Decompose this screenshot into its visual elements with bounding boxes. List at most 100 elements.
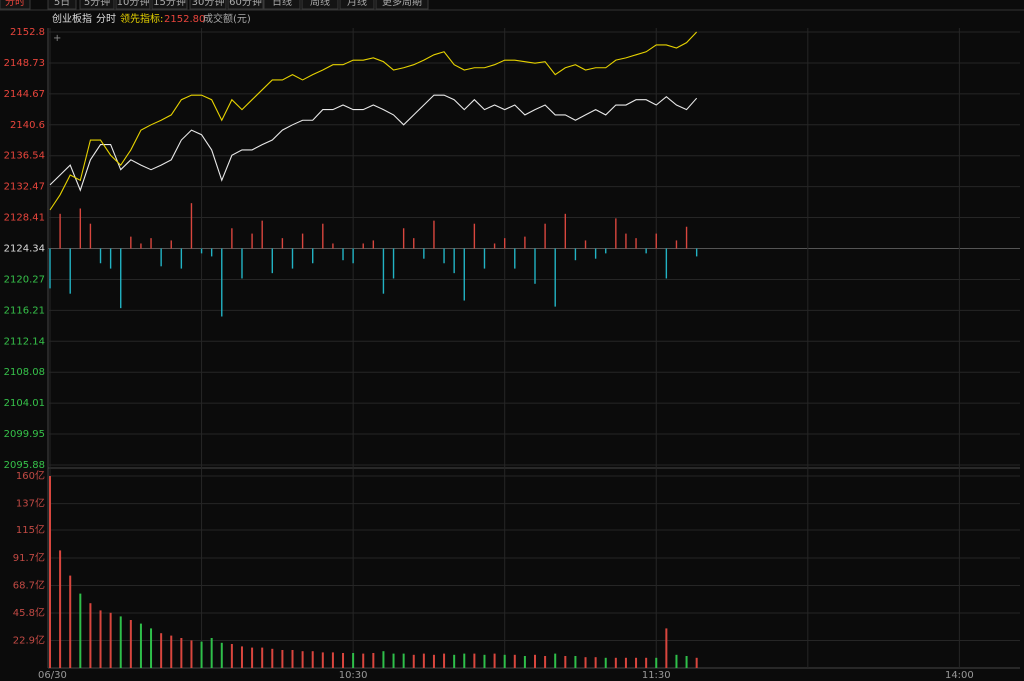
y-tick-label: 2108.08 [4, 367, 45, 378]
volume-bar [392, 653, 395, 668]
indicator-bar [342, 248, 344, 261]
indicator-bar [99, 248, 102, 264]
indicator-bar [503, 238, 506, 249]
volume-tick-label: 91.7亿 [13, 551, 45, 564]
tab[interactable] [0, 0, 31, 10]
tab-label[interactable]: 15分钟 [153, 0, 186, 8]
tab[interactable] [227, 0, 264, 10]
volume-bar [352, 653, 355, 668]
indicator-value: 2152.80 [164, 14, 205, 25]
indicator-bar [493, 243, 496, 249]
price-line [49, 94, 698, 192]
volume-bar [695, 657, 698, 668]
toolbar: 分时 5日 5分钟 10分钟 15分钟 30分钟 60分钟 日线 周线 月线 更多周期 [0, 0, 429, 10]
indicator-bar [605, 248, 607, 254]
indicator-bar [695, 248, 698, 257]
volume-bar [119, 616, 122, 668]
indicator-bar [49, 248, 51, 289]
tab-label[interactable]: 60分钟 [229, 0, 262, 8]
volume-bar [584, 657, 587, 668]
volume-bar [89, 603, 92, 668]
volume-bar [271, 648, 274, 668]
tab[interactable] [339, 0, 375, 10]
volume-bar [624, 657, 627, 668]
tab[interactable] [47, 0, 77, 10]
price-line [49, 31, 698, 211]
indicator-bar [241, 248, 243, 279]
volume-bar [432, 654, 435, 668]
indicator-bar [685, 226, 688, 249]
indicator-bar [291, 248, 294, 269]
volume-bar [150, 628, 153, 668]
y-tick-label: 2124.34 [4, 244, 45, 255]
indicator-bar [635, 238, 637, 249]
volume-tick-label: 22.9亿 [13, 634, 45, 647]
tab[interactable] [79, 0, 115, 10]
indicator-bar [231, 228, 233, 249]
indicator-bar [281, 238, 284, 249]
tab-label[interactable]: 周线 [310, 0, 330, 8]
indicator-bar [301, 233, 304, 249]
volume-bar [382, 651, 385, 668]
volume-bar [342, 653, 345, 668]
indicator-bar [564, 213, 567, 249]
volume-bar [604, 657, 607, 668]
add-icon[interactable]: + [53, 33, 61, 44]
volume-bar [251, 647, 254, 668]
tab-label[interactable]: 日线 [272, 0, 292, 8]
indicator-bar [190, 203, 193, 249]
tab[interactable] [151, 0, 188, 10]
indicator-bar [402, 228, 405, 249]
volume-bar [362, 653, 365, 668]
indicator-bar [382, 248, 385, 294]
tab[interactable] [301, 0, 339, 10]
volume-label: 成交额(元) [203, 12, 251, 25]
volume-bar [635, 657, 638, 668]
y-tick-label: 2120.27 [4, 274, 45, 285]
indicator-bar [433, 220, 435, 249]
volume-bar [49, 476, 51, 668]
tab[interactable] [115, 0, 151, 10]
indicator-bar [221, 248, 223, 317]
volume-bar [109, 612, 112, 668]
indicator-bar [271, 248, 273, 274]
volume-bar [453, 654, 456, 668]
volume-bar [574, 656, 577, 668]
volume-bar [291, 650, 294, 668]
indicator-bar [615, 218, 617, 249]
indicator-bar [140, 243, 142, 249]
tab-label[interactable]: 月线 [347, 0, 367, 8]
y-tick-label: 2148.73 [4, 58, 45, 69]
indicator-bar [160, 248, 162, 267]
indicator-bar [473, 223, 476, 249]
volume-bar [230, 644, 233, 668]
volume-bar [311, 651, 314, 668]
y-tick-label: 2144.67 [4, 89, 45, 100]
y-tick-label: 2132.47 [4, 182, 45, 193]
volume-tick-label: 160亿 [16, 469, 45, 482]
indicator-bar [534, 248, 536, 284]
tab[interactable] [189, 0, 227, 10]
x-tick-label: 06/30 [38, 670, 67, 681]
volume-bar [675, 654, 678, 668]
indicator-bar [59, 213, 61, 249]
indicator-bar [625, 233, 627, 249]
volume-tick-label: 137亿 [16, 497, 45, 510]
indicator-bar [544, 223, 546, 249]
tab-label[interactable]: 更多周期 [382, 0, 422, 8]
tab[interactable] [375, 0, 429, 10]
volume-bar [493, 653, 496, 668]
tab-label[interactable]: 30分钟 [192, 0, 225, 8]
tab-label[interactable]: 分时 [5, 0, 25, 8]
volume-bar [200, 641, 203, 668]
indicator-bar [69, 248, 71, 294]
volume-bar [261, 647, 264, 668]
tab-label[interactable]: 5日 [54, 0, 70, 8]
volume-bar [240, 646, 243, 668]
volume-bar [685, 656, 688, 668]
tab[interactable] [263, 0, 301, 10]
tab-label[interactable]: 5分钟 [84, 0, 110, 8]
volume-bar [513, 654, 516, 668]
tab-label[interactable]: 10分钟 [117, 0, 150, 8]
